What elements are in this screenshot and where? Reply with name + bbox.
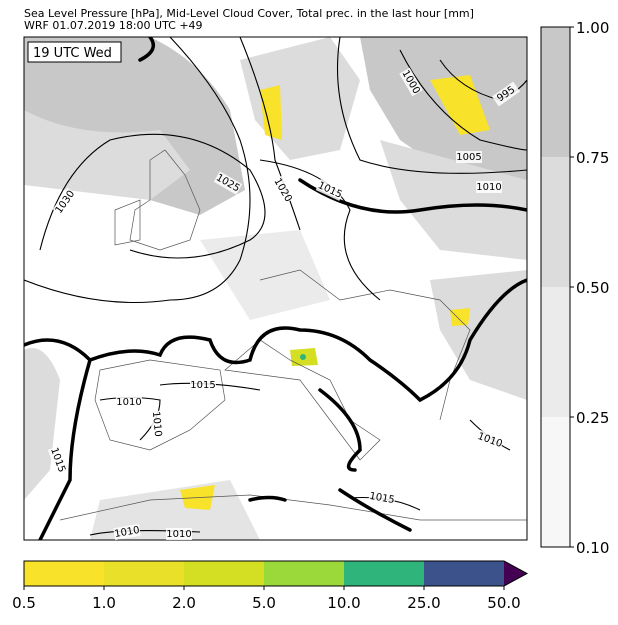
precip-colorbar: 0.5 1.0 2.0 5.0 10.0 25.0 50.0 bbox=[12, 560, 529, 612]
cloud-level bbox=[541, 157, 570, 287]
precip-level bbox=[344, 561, 424, 586]
isobar-label: 1015 bbox=[190, 380, 215, 391]
isobar-label-bg bbox=[113, 523, 141, 541]
cloud-tick-label: 0.75 bbox=[576, 149, 609, 167]
precip-level bbox=[24, 561, 104, 586]
isobar-label-bg bbox=[456, 151, 482, 163]
precip-tick-label: 0.5 bbox=[12, 594, 36, 612]
precip-extend bbox=[504, 561, 527, 586]
isobar-label: 1010 bbox=[116, 397, 141, 408]
isobar-label: 1010 bbox=[476, 182, 501, 193]
precip-tick-label: 25.0 bbox=[407, 594, 440, 612]
cloud-level bbox=[541, 287, 570, 417]
cloud-level bbox=[541, 417, 570, 547]
isobar-label-bg bbox=[149, 410, 165, 438]
cloud-tick-label: 1.00 bbox=[576, 19, 609, 37]
precip-level bbox=[264, 561, 344, 586]
isobar-label-bg bbox=[47, 445, 69, 475]
isobar-label-bg bbox=[213, 171, 243, 195]
precip-level bbox=[424, 561, 504, 586]
isobar-label-bg bbox=[475, 429, 505, 451]
isobar-label-bg bbox=[368, 489, 396, 507]
precip-tick-label: 5.0 bbox=[252, 594, 276, 612]
isobar-label: 1010 bbox=[150, 411, 163, 437]
isobar-label-bg bbox=[315, 179, 345, 201]
cloud-colorbar: 1.00 0.75 0.50 0.25 0.10 bbox=[540, 19, 609, 557]
cloud-tick-label: 0.25 bbox=[576, 409, 609, 427]
precip-tick-label: 2.0 bbox=[172, 594, 196, 612]
time-label: 19 UTC Wed bbox=[33, 46, 112, 61]
cloud-level bbox=[541, 27, 570, 157]
isobar-label: 1010 bbox=[114, 525, 141, 540]
precip-level bbox=[104, 561, 184, 586]
isobar-label: 1010 bbox=[166, 529, 191, 540]
isobar-label-bg bbox=[116, 396, 142, 408]
isobar-label-bg bbox=[491, 81, 521, 107]
isobar-label-bg bbox=[399, 67, 423, 97]
isobar-label: 1015 bbox=[368, 491, 395, 506]
isobar-label-bg bbox=[166, 528, 192, 540]
cloud-tick-label: 0.50 bbox=[576, 279, 609, 297]
isobar-label-bg bbox=[52, 187, 78, 217]
precip-tick-label: 10.0 bbox=[327, 594, 360, 612]
precip-tick-label: 1.0 bbox=[92, 594, 116, 612]
isobar-label-bg bbox=[271, 175, 295, 205]
cloud-tick-label: 0.10 bbox=[576, 539, 609, 557]
isobar-label: 1005 bbox=[456, 152, 481, 163]
subtitle: WRF 01.07.2019 18:00 UTC +49 bbox=[24, 19, 203, 32]
isobar-label-bg bbox=[476, 181, 502, 193]
precip-tick-label: 50.0 bbox=[487, 594, 520, 612]
precip-level bbox=[184, 561, 264, 586]
precip-frame bbox=[23, 560, 529, 587]
title: Sea Level Pressure [hPa], Mid-Level Clou… bbox=[24, 7, 474, 20]
isobar-label-bg bbox=[190, 379, 216, 391]
